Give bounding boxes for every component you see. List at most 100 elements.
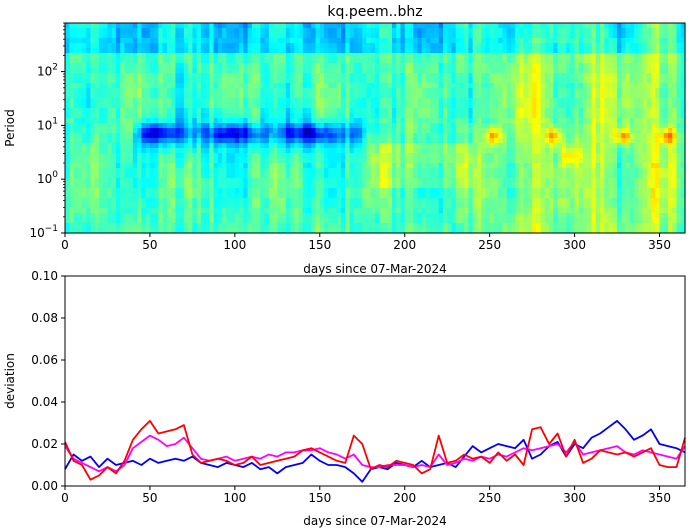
heatmap-cell: [379, 228, 385, 234]
heatmap-cell: [217, 148, 223, 154]
heatmap-cell: [434, 98, 440, 104]
heatmap-cell: [234, 163, 240, 169]
heatmap-cell: [413, 113, 419, 119]
heatmap-cell: [217, 223, 223, 229]
heatmap-cell: [408, 203, 414, 209]
heatmap-cell: [183, 78, 189, 84]
heatmap-cell: [120, 43, 126, 49]
heatmap-cell: [65, 58, 70, 64]
heatmap-cell: [264, 198, 270, 204]
heatmap-cell: [353, 183, 359, 189]
heatmap-cell: [358, 153, 363, 159]
heatmap-cell: [319, 213, 325, 219]
heatmap-cell: [65, 218, 70, 224]
heatmap-cell: [319, 148, 325, 154]
heatmap-cell: [353, 38, 359, 44]
heatmap-cell: [77, 23, 83, 29]
heatmap-cell: [459, 98, 465, 104]
heatmap-cell: [205, 168, 210, 174]
heatmap-cell: [264, 128, 270, 134]
heatmap-cell: [353, 173, 359, 179]
heatmap-cell: [268, 208, 274, 214]
heatmap-cell: [451, 128, 457, 134]
heatmap-cell: [90, 133, 96, 139]
heatmap-cell: [268, 153, 274, 159]
heatmap-cell: [315, 53, 321, 59]
heatmap-cell: [549, 63, 554, 69]
heatmap-cell: [472, 53, 478, 59]
heatmap-cell: [451, 213, 457, 219]
heatmap-cell: [349, 223, 355, 229]
heatmap-cell: [519, 198, 525, 204]
heatmap-cell: [69, 213, 75, 219]
heatmap-cell: [81, 198, 87, 204]
heatmap-cell: [553, 213, 559, 219]
heatmap-cell: [179, 218, 185, 224]
heatmap-cell: [358, 28, 363, 34]
heatmap-cell: [243, 223, 249, 229]
heatmap-cell: [464, 208, 470, 214]
heatmap-cell: [493, 203, 499, 209]
heatmap-cell: [302, 163, 308, 169]
heatmap-cell: [171, 43, 177, 49]
heatmap-cell: [332, 43, 338, 49]
heatmap-cell: [103, 193, 109, 199]
heatmap-cell: [171, 48, 177, 54]
heatmap-cell: [523, 153, 529, 159]
heatmap-cell: [383, 48, 389, 54]
heatmap-cell: [247, 218, 253, 224]
heatmap-cell: [324, 218, 329, 224]
heatmap-cell: [566, 223, 571, 229]
heatmap-cell: [222, 198, 227, 204]
heatmap-cell: [213, 178, 219, 184]
heatmap-cell: [200, 73, 206, 79]
heatmap-cell: [434, 198, 440, 204]
heatmap-cell: [540, 153, 546, 159]
heatmap-cell: [527, 138, 533, 144]
heatmap-cell: [387, 178, 393, 184]
heatmap-cell: [421, 143, 427, 149]
heatmap-cell: [341, 68, 346, 74]
heatmap-cell: [175, 158, 181, 164]
heatmap-cell: [171, 168, 177, 174]
heatmap-cell: [73, 108, 79, 114]
heatmap-cell: [132, 68, 138, 74]
heatmap-cell: [561, 148, 567, 154]
heatmap-cell: [472, 203, 478, 209]
heatmap-cell: [493, 228, 499, 234]
heatmap-cell: [239, 158, 244, 164]
heatmap-cell: [451, 173, 457, 179]
heatmap-cell: [481, 158, 487, 164]
heatmap-cell: [69, 183, 75, 189]
heatmap-cell: [192, 208, 198, 214]
heatmap-cell: [345, 153, 351, 159]
heatmap-cell: [124, 128, 130, 134]
heatmap-cell: [447, 118, 453, 124]
heatmap-cell: [86, 53, 92, 59]
heatmap-cell: [396, 88, 402, 94]
heatmap-cell: [149, 43, 155, 49]
heatmap-cell: [553, 158, 559, 164]
heatmap-cell: [183, 188, 189, 194]
heatmap-cell: [557, 178, 563, 184]
heatmap-cell: [94, 228, 100, 234]
heatmap-cell: [120, 83, 126, 89]
heatmap-cell: [175, 223, 181, 229]
heatmap-cell: [290, 123, 295, 129]
heatmap-cell: [205, 88, 210, 94]
heatmap-cell: [353, 228, 359, 234]
heatmap-cell: [481, 218, 487, 224]
heatmap-cell: [239, 153, 244, 159]
heatmap-cell: [277, 33, 283, 39]
heatmap-cell: [472, 93, 478, 99]
heatmap-cell: [268, 213, 274, 219]
heatmap-cell: [319, 68, 325, 74]
heatmap-cell: [171, 228, 177, 234]
heatmap-cell: [90, 228, 96, 234]
heatmap-cell: [324, 178, 329, 184]
heatmap-cell: [502, 93, 508, 99]
heatmap-cell: [166, 88, 172, 94]
heatmap-cell: [566, 48, 571, 54]
heatmap-cell: [175, 213, 181, 219]
heatmap-cell: [536, 68, 542, 74]
